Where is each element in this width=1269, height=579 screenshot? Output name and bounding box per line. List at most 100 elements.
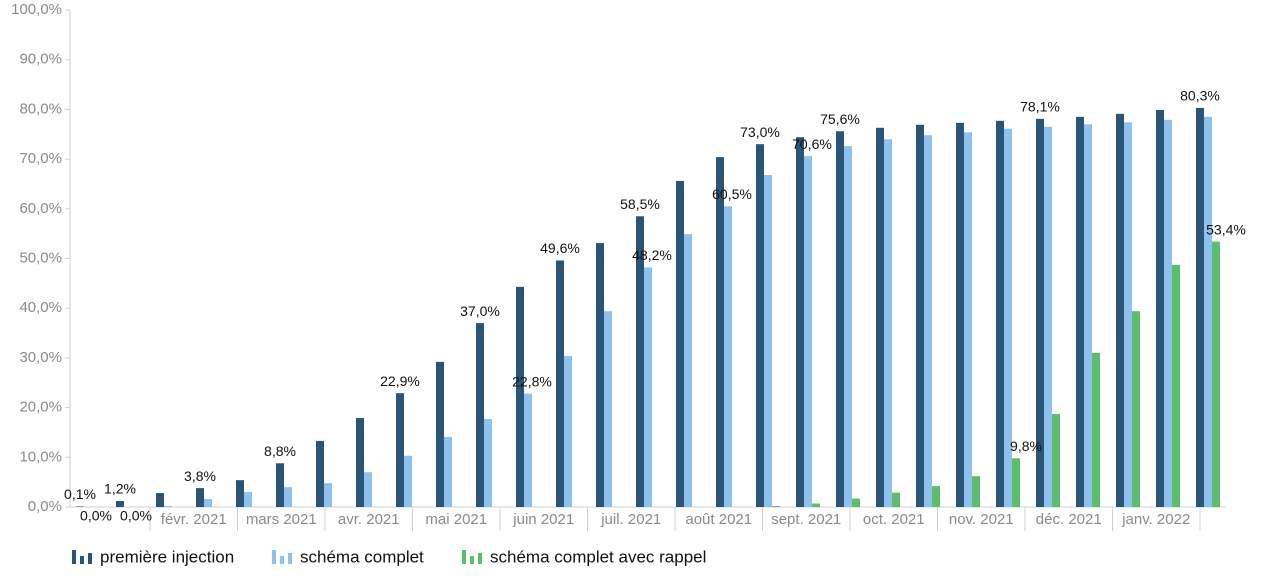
bar	[724, 206, 732, 507]
bar	[1164, 120, 1172, 507]
data-label: 22,9%	[380, 373, 420, 389]
legend-label: schéma complet avec rappel	[490, 547, 706, 566]
legend-swatch	[462, 550, 466, 564]
y-tick-label: 40,0%	[19, 299, 62, 316]
bar	[1092, 353, 1100, 507]
legend-swatch	[470, 556, 474, 564]
data-label: 0,0%	[80, 508, 112, 524]
bar	[1132, 311, 1140, 507]
bar	[804, 156, 812, 507]
bar	[396, 393, 404, 507]
bar	[516, 287, 524, 507]
legend-label: première injection	[100, 547, 234, 566]
bar	[436, 362, 444, 507]
bar	[852, 499, 860, 507]
bar	[156, 493, 164, 507]
data-label: 9,8%	[1010, 438, 1042, 454]
bar	[564, 356, 572, 507]
y-tick-label: 50,0%	[19, 249, 62, 266]
bar	[444, 437, 452, 507]
data-label: 60,5%	[712, 186, 752, 202]
bar	[892, 493, 900, 507]
legend-swatch	[280, 556, 284, 564]
bar	[1044, 127, 1052, 507]
y-tick-label: 0,0%	[28, 498, 62, 515]
x-tick-label: nov. 2021	[949, 511, 1014, 528]
x-tick-label: janv. 2022	[1121, 511, 1190, 528]
y-tick-label: 70,0%	[19, 150, 62, 167]
data-label: 37,0%	[460, 303, 500, 319]
x-tick-label: mai 2021	[425, 511, 487, 528]
bar	[324, 483, 332, 507]
y-tick-label: 30,0%	[19, 349, 62, 366]
bar	[524, 394, 532, 507]
bar	[1076, 117, 1084, 507]
legend-swatch	[88, 553, 92, 564]
data-label: 22,8%	[512, 373, 552, 389]
bar	[684, 234, 692, 507]
data-label: 53,4%	[1206, 221, 1246, 237]
legend-swatch	[288, 553, 292, 564]
bar	[1116, 114, 1124, 507]
x-tick-label: oct. 2021	[863, 511, 925, 528]
data-label: 0,1%	[64, 486, 96, 502]
legend-swatch	[72, 550, 76, 564]
data-label: 70,6%	[792, 136, 832, 152]
bar	[1052, 414, 1060, 507]
data-label: 49,6%	[540, 240, 580, 256]
bar	[916, 125, 924, 507]
x-tick-label: déc. 2021	[1036, 511, 1102, 528]
bar	[284, 487, 292, 507]
x-tick-label: sept. 2021	[771, 511, 841, 528]
bar	[676, 181, 684, 507]
x-tick-label: juin 2021	[512, 511, 574, 528]
bar	[1196, 108, 1204, 507]
bar	[484, 419, 492, 507]
data-label: 78,1%	[1020, 99, 1060, 115]
bar	[964, 132, 972, 507]
bar	[772, 506, 780, 507]
bar	[1124, 122, 1132, 507]
data-label: 75,6%	[820, 111, 860, 127]
bar	[276, 463, 284, 507]
bar	[796, 137, 804, 507]
bar	[236, 480, 244, 507]
bar	[204, 499, 212, 507]
bar	[596, 243, 604, 507]
bar	[164, 506, 172, 507]
bar	[1204, 117, 1212, 507]
data-label: 80,3%	[1180, 88, 1220, 104]
bar	[1012, 458, 1020, 507]
bar	[1084, 124, 1092, 507]
bar	[996, 121, 1004, 507]
bar	[956, 123, 964, 507]
x-tick-label: avr. 2021	[338, 511, 400, 528]
data-label: 1,2%	[104, 481, 136, 497]
bar	[836, 131, 844, 507]
bar	[756, 144, 764, 507]
legend-swatch	[272, 550, 276, 564]
data-label: 0,0%	[120, 508, 152, 524]
y-tick-label: 90,0%	[19, 51, 62, 68]
x-tick-label: juil. 2021	[600, 511, 661, 528]
bar	[1156, 110, 1164, 507]
y-tick-label: 80,0%	[19, 100, 62, 117]
bar	[404, 456, 412, 507]
bar	[116, 501, 124, 507]
bar	[972, 476, 980, 507]
y-tick-label: 10,0%	[19, 448, 62, 465]
legend-label: schéma complet	[300, 547, 424, 566]
bar	[884, 139, 892, 507]
bar	[1172, 265, 1180, 507]
bar	[604, 311, 612, 507]
y-tick-label: 100,0%	[11, 1, 62, 18]
legend-swatch	[478, 553, 482, 564]
legend-swatch	[80, 556, 84, 564]
data-label: 58,5%	[620, 196, 660, 212]
x-tick-label: mars 2021	[246, 511, 317, 528]
bar	[924, 135, 932, 507]
data-label: 8,8%	[264, 443, 296, 459]
bar	[244, 492, 252, 507]
x-tick-label: août 2021	[685, 511, 752, 528]
